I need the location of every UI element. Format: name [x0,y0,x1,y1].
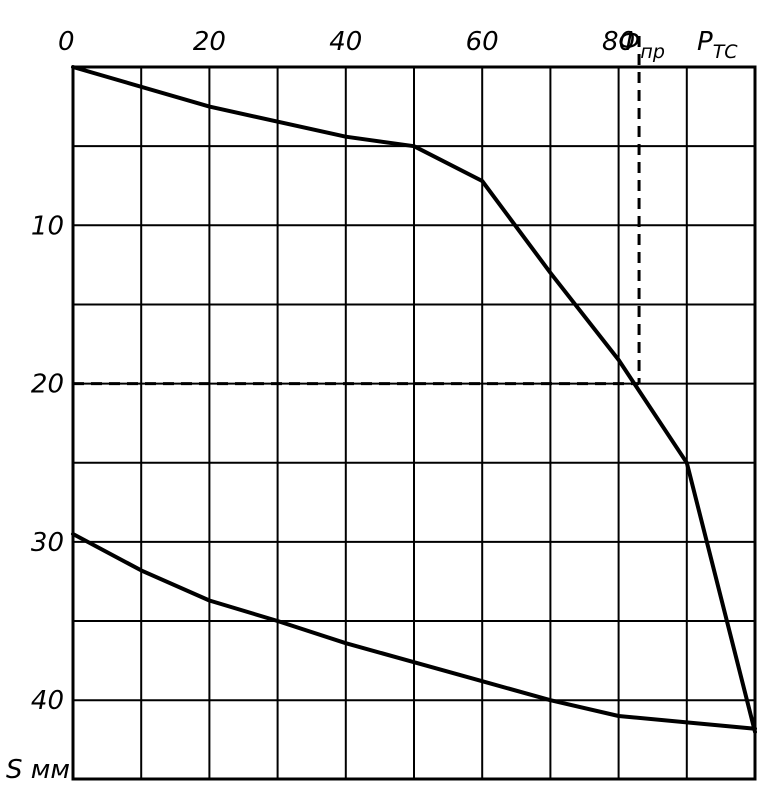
series-layer [71,65,757,734]
x-tick-labels: 0 20 40 60 80 [58,27,635,57]
x-tick-label: 60 [466,27,499,57]
x-tick-label: 80 [602,27,635,57]
x-tick-label: 40 [329,27,362,57]
x-tick-label: 20 [193,27,226,57]
phi-pr-label: Фпр [618,27,665,63]
y-axis-title: S мм [6,755,70,785]
y-tick-labels: 10 20 30 40 [31,211,64,716]
series-line-2 [71,532,757,731]
y-tick-label: 20 [31,370,64,400]
reference-lines [73,36,641,386]
y-tick-label: 30 [31,528,64,558]
p-tc-label: PТС [697,27,738,63]
x-tick-label: 0 [58,27,75,57]
plot-frame [71,65,757,781]
grid [71,65,757,781]
series-line-1 [71,65,757,734]
y-tick-label: 40 [31,686,64,716]
y-tick-label: 10 [31,211,64,241]
